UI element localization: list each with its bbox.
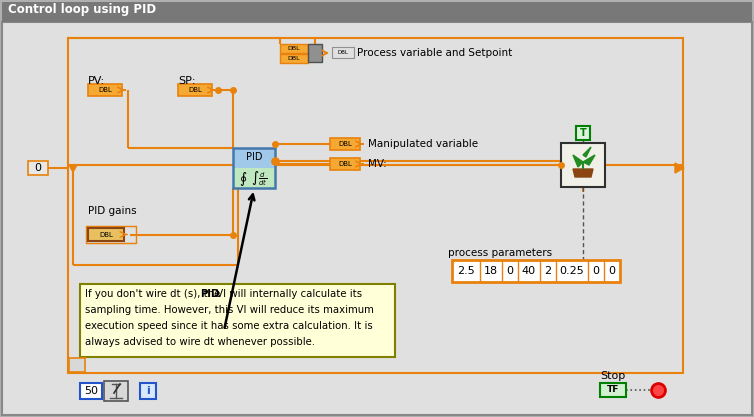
Bar <box>561 143 605 187</box>
Bar <box>452 260 620 282</box>
Text: DBL: DBL <box>99 231 113 238</box>
Text: SP:: SP: <box>178 76 195 86</box>
Text: Stop: Stop <box>600 371 625 381</box>
Text: If you don't wire dt (s), the: If you don't wire dt (s), the <box>85 289 223 299</box>
Text: DBL: DBL <box>98 87 112 93</box>
Bar <box>330 158 360 170</box>
Bar <box>80 383 102 399</box>
Text: TF: TF <box>607 385 619 394</box>
Text: PID: PID <box>201 289 220 299</box>
Text: 50: 50 <box>84 386 98 396</box>
Polygon shape <box>69 165 77 172</box>
Bar <box>280 54 308 63</box>
Bar <box>178 84 212 96</box>
Bar <box>80 284 395 357</box>
Bar <box>308 44 322 62</box>
Text: 0: 0 <box>593 266 599 276</box>
Text: 40: 40 <box>522 266 536 276</box>
Bar <box>330 138 360 150</box>
Bar <box>332 47 354 58</box>
Text: process parameters: process parameters <box>448 248 552 258</box>
Polygon shape <box>573 169 593 177</box>
Text: always advised to wire dt whenever possible.: always advised to wire dt whenever possi… <box>85 337 315 347</box>
Text: T: T <box>580 128 587 138</box>
Text: 2.5: 2.5 <box>457 266 475 276</box>
Text: DBL: DBL <box>338 141 352 147</box>
Text: $\oint$: $\oint$ <box>239 170 247 188</box>
Bar <box>140 383 156 399</box>
Text: execution speed since it has some extra calculation. It is: execution speed since it has some extra … <box>85 321 372 331</box>
Text: 0: 0 <box>608 266 615 276</box>
Bar <box>28 161 48 175</box>
Text: $\int\frac{d}{dt}$: $\int\frac{d}{dt}$ <box>251 169 268 188</box>
Text: DBL: DBL <box>338 50 348 55</box>
Text: PID gains: PID gains <box>88 206 136 216</box>
Bar <box>280 44 308 53</box>
Bar <box>104 381 128 401</box>
Bar <box>576 126 590 140</box>
Bar <box>88 84 122 96</box>
Bar <box>69 358 85 372</box>
Bar <box>2 2 752 22</box>
Text: DBL: DBL <box>338 161 352 167</box>
Bar <box>88 228 124 241</box>
Text: VI will internally calculate its: VI will internally calculate its <box>213 289 363 299</box>
Polygon shape <box>573 155 583 167</box>
Text: PID: PID <box>246 152 262 162</box>
Text: MV:: MV: <box>368 159 387 169</box>
Text: DBL: DBL <box>288 56 300 61</box>
Text: Control loop using PID: Control loop using PID <box>8 3 156 16</box>
Text: DBL: DBL <box>288 46 300 51</box>
Text: 0.25: 0.25 <box>559 266 584 276</box>
Bar <box>233 148 275 188</box>
Text: 0: 0 <box>35 163 41 173</box>
Text: DBL: DBL <box>188 87 202 93</box>
Text: sampling time. However, this VI will reduce its maximum: sampling time. However, this VI will red… <box>85 305 374 315</box>
Text: PV:: PV: <box>88 76 105 86</box>
Bar <box>68 38 683 373</box>
Bar <box>233 148 275 168</box>
Polygon shape <box>583 155 595 165</box>
Text: 18: 18 <box>484 266 498 276</box>
Text: 2: 2 <box>544 266 552 276</box>
Bar <box>600 383 626 397</box>
Text: i: i <box>146 386 150 396</box>
Bar <box>233 168 275 188</box>
Bar <box>86 226 136 243</box>
Text: Manipulated variable: Manipulated variable <box>368 139 478 149</box>
Polygon shape <box>675 163 684 173</box>
Text: 0: 0 <box>507 266 513 276</box>
Text: Process variable and Setpoint: Process variable and Setpoint <box>357 48 512 58</box>
Polygon shape <box>583 147 591 157</box>
